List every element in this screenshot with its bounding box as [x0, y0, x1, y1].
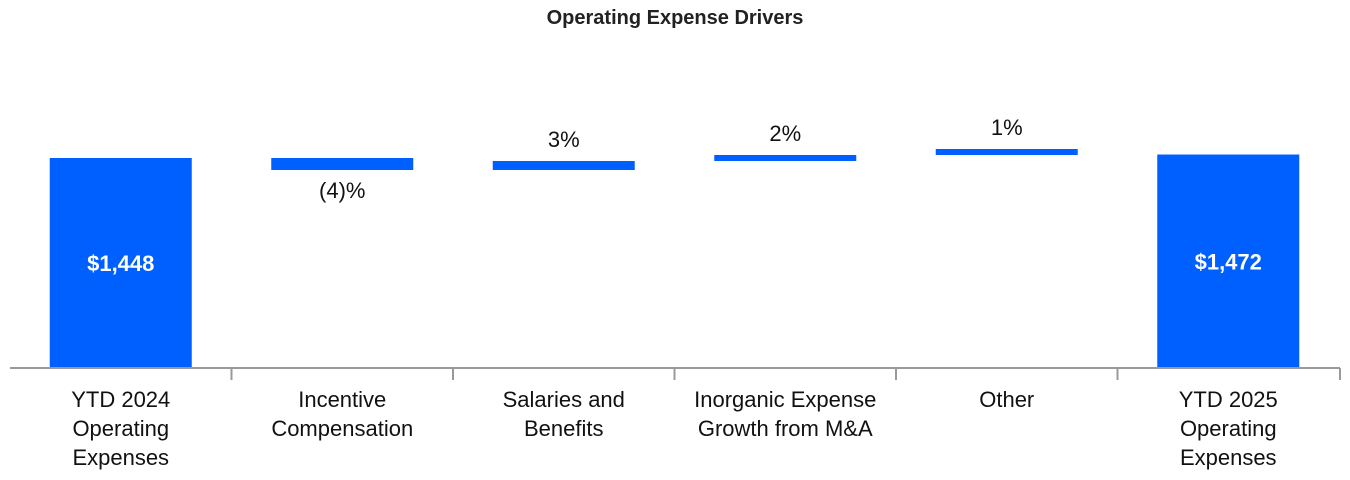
total-bar — [49, 158, 192, 368]
category-label: Expenses — [72, 445, 169, 470]
category-label: Salaries and — [503, 387, 625, 412]
category-label: YTD 2024 — [71, 387, 170, 412]
bars-group — [49, 149, 1300, 368]
total-value-label: $1,448 — [87, 251, 154, 276]
change-bar — [492, 161, 635, 170]
category-label: Operating — [72, 416, 169, 441]
total-bar — [1157, 154, 1300, 368]
chart-title: Operating Expense Drivers — [546, 7, 804, 29]
change-value-label: 3% — [548, 127, 580, 152]
category-label: Compensation — [271, 416, 413, 441]
category-label: Inorganic Expense — [694, 387, 876, 412]
category-label: Benefits — [524, 416, 604, 441]
category-label: Growth from M&A — [698, 416, 873, 441]
change-value-label: (4)% — [319, 178, 365, 203]
category-label: Other — [979, 387, 1034, 412]
category-label: Expenses — [1180, 445, 1277, 470]
total-value-label: $1,472 — [1195, 249, 1262, 274]
change-bar — [271, 158, 414, 170]
change-bar — [714, 155, 857, 161]
change-value-label: 2% — [769, 121, 801, 146]
labels-group: $1,448 YTD 2024 Operating Expenses (4)% Incen… — [71, 115, 1278, 470]
category-label: Incentive — [298, 387, 386, 412]
category-label: YTD 2025 — [1179, 387, 1278, 412]
x-axis — [10, 367, 1341, 380]
change-bar — [935, 149, 1078, 155]
change-value-label: 1% — [991, 115, 1023, 140]
category-label: Operating — [1180, 416, 1277, 441]
